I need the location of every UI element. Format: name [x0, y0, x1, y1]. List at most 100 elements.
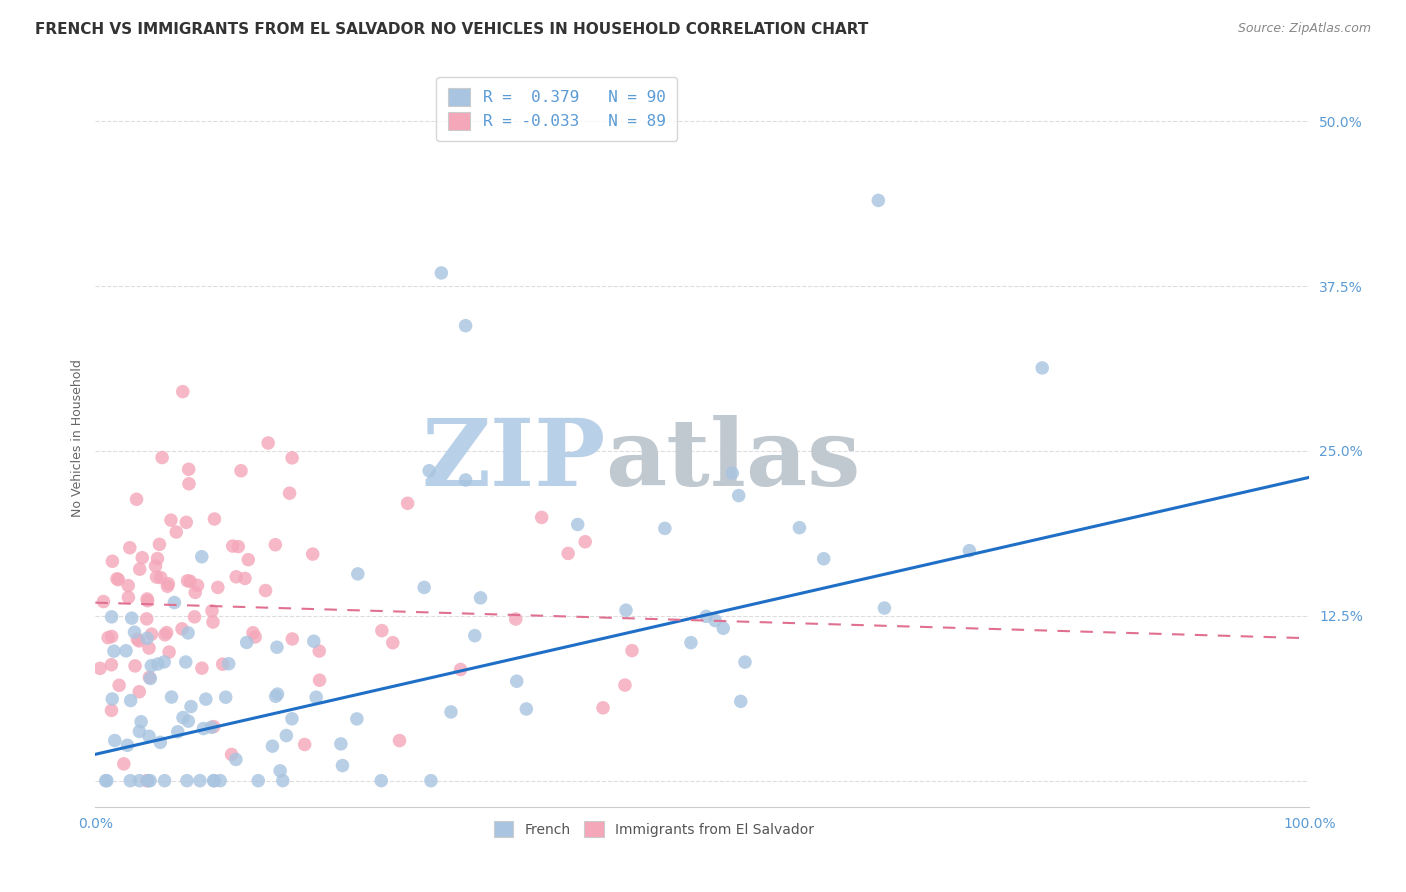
Point [124, 659, 146, 673]
Point [371, 624, 394, 638]
Point [115, 644, 138, 658]
Point [225, 752, 247, 766]
Point [141, 658, 163, 673]
Point [225, 570, 247, 584]
Point [127, 632, 149, 647]
Point [470, 591, 492, 605]
Point [129, 714, 152, 729]
Point [613, 678, 636, 692]
Point [464, 629, 486, 643]
Point [128, 634, 150, 648]
Point [128, 773, 150, 788]
Point [172, 384, 194, 399]
Point [530, 510, 553, 524]
Point [194, 692, 217, 706]
Point [420, 773, 443, 788]
Point [734, 655, 756, 669]
Point [191, 661, 214, 675]
Point [235, 635, 257, 649]
Point [100, 703, 122, 717]
Point [124, 625, 146, 640]
Point [243, 630, 266, 644]
Point [229, 464, 252, 478]
Point [163, 596, 186, 610]
Point [370, 773, 392, 788]
Point [136, 591, 159, 606]
Point [202, 773, 225, 788]
Point [440, 705, 463, 719]
Point [654, 521, 676, 535]
Point [1031, 361, 1053, 376]
Point [117, 579, 139, 593]
Point [201, 615, 224, 629]
Point [211, 657, 233, 672]
Point [160, 513, 183, 527]
Point [105, 572, 128, 586]
Point [202, 720, 225, 734]
Point [188, 773, 211, 788]
Point [454, 318, 477, 333]
Point [695, 609, 717, 624]
Point [221, 747, 243, 762]
Point [388, 733, 411, 747]
Point [505, 612, 527, 626]
Point [146, 551, 169, 566]
Point [789, 521, 811, 535]
Point [254, 583, 277, 598]
Point [136, 631, 159, 645]
Point [176, 773, 198, 788]
Point [868, 194, 890, 208]
Point [308, 673, 330, 688]
Point [183, 610, 205, 624]
Point [131, 550, 153, 565]
Point [112, 756, 135, 771]
Point [166, 724, 188, 739]
Point [207, 581, 229, 595]
Point [418, 464, 440, 478]
Point [145, 559, 167, 574]
Point [104, 733, 127, 747]
Point [281, 450, 304, 465]
Point [145, 570, 167, 584]
Legend: French, Immigrants from El Salvador: French, Immigrants from El Salvador [486, 814, 821, 845]
Point [193, 722, 215, 736]
Point [156, 625, 179, 640]
Point [201, 604, 224, 618]
Point [176, 574, 198, 588]
Point [136, 593, 159, 607]
Point [450, 663, 472, 677]
Point [153, 773, 176, 788]
Point [413, 581, 436, 595]
Point [813, 551, 835, 566]
Point [177, 476, 200, 491]
Point [191, 549, 214, 564]
Point [117, 591, 139, 605]
Point [170, 622, 193, 636]
Point [247, 773, 270, 788]
Point [101, 692, 124, 706]
Point [136, 773, 159, 788]
Point [174, 516, 197, 530]
Point [160, 690, 183, 704]
Point [149, 571, 172, 585]
Point [346, 566, 368, 581]
Point [381, 636, 404, 650]
Point [108, 678, 131, 692]
Point [269, 764, 291, 778]
Point [128, 724, 150, 739]
Point [172, 710, 194, 724]
Point [264, 690, 287, 704]
Point [146, 657, 169, 671]
Point [128, 685, 150, 699]
Point [730, 694, 752, 708]
Point [238, 552, 260, 566]
Point [294, 738, 316, 752]
Point [165, 524, 187, 539]
Text: atlas: atlas [605, 415, 860, 505]
Point [153, 628, 176, 642]
Point [103, 644, 125, 658]
Point [157, 576, 180, 591]
Point [396, 496, 419, 510]
Point [242, 625, 264, 640]
Point [506, 674, 529, 689]
